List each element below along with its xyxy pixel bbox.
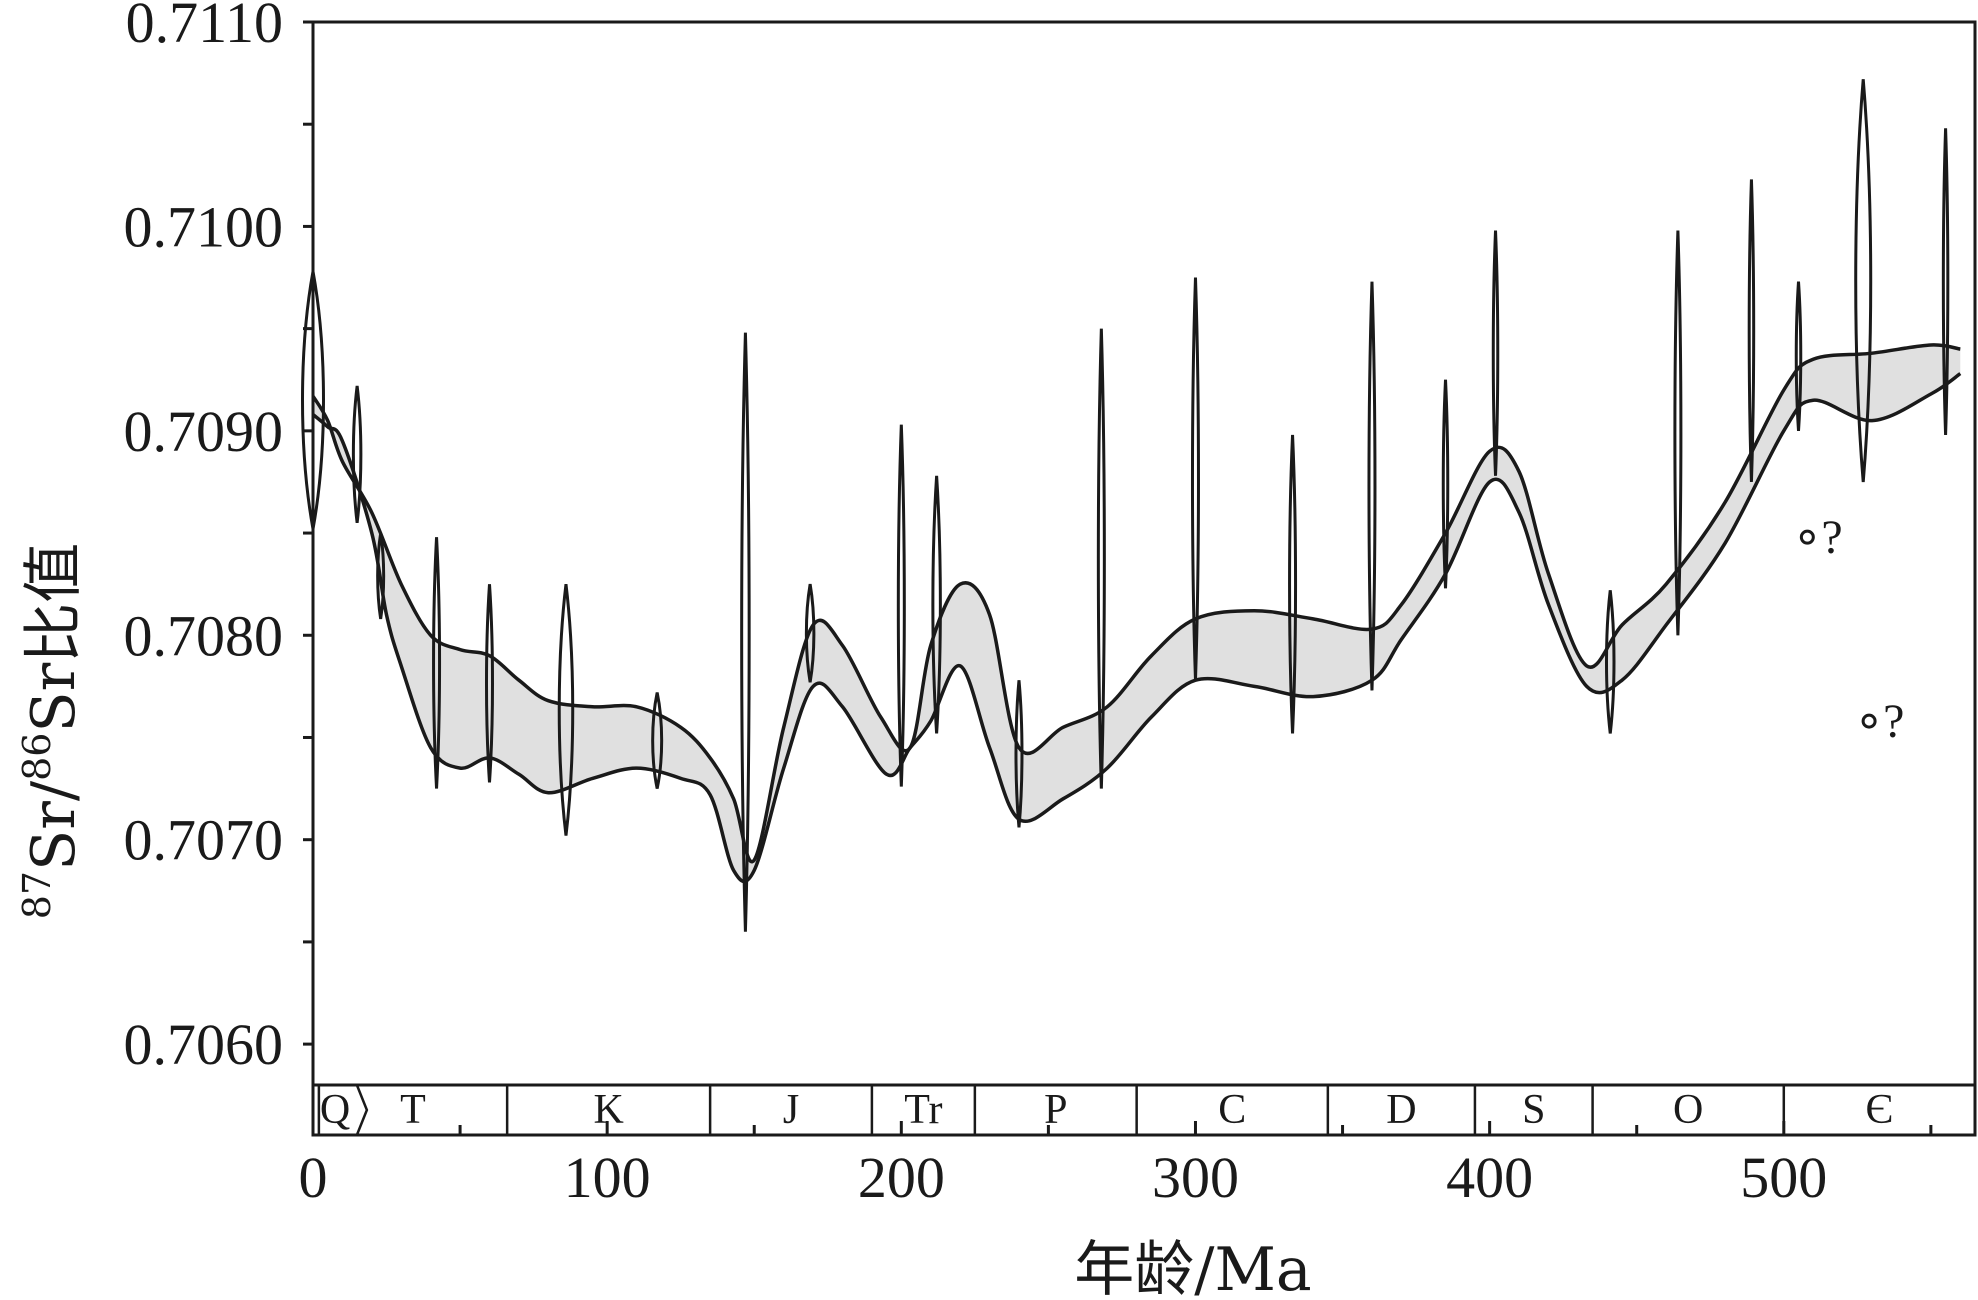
spike-3	[432, 537, 442, 789]
question-label-0: ?	[1821, 511, 1842, 564]
period-q-marker	[355, 1084, 369, 1136]
y-tick-label-0.7110: 0.7110	[126, 0, 283, 55]
spike-22	[1854, 79, 1873, 483]
period-label-P: P	[1044, 1087, 1067, 1133]
spike-13	[1190, 277, 1200, 681]
y-axis-title-part1: Sr/	[19, 780, 89, 871]
x-tick-label-500: 500	[1740, 1145, 1827, 1210]
y-tick-label-0.7080: 0.7080	[124, 603, 284, 668]
y-tick-label-0.7070: 0.7070	[124, 808, 284, 873]
spike-20	[1747, 179, 1756, 483]
spike-4	[485, 584, 494, 783]
y-axis-title-part2: Sr比值	[19, 543, 89, 733]
question-point-0	[1799, 529, 1815, 545]
sample-spikes	[301, 79, 1950, 932]
isotope-band	[311, 343, 1962, 884]
y-axis-title-sup2: 86	[15, 733, 59, 781]
period-label-Tr: Tr	[904, 1087, 942, 1133]
geologic-period-bar: Q T K J Tr P C D S O Є	[317, 1084, 1894, 1136]
x-tick-label-100: 100	[564, 1145, 651, 1210]
y-axis-title-sup1: 87	[15, 871, 59, 919]
frame-rect	[311, 20, 1977, 1137]
y-tick-label-0.7060: 0.7060	[124, 1012, 284, 1077]
period-label-Q: Q	[320, 1087, 350, 1133]
spike-12	[1096, 328, 1106, 789]
spike-6	[651, 692, 664, 789]
spike-14	[1288, 434, 1298, 734]
spike-16	[1441, 379, 1450, 589]
x-axis-title: 年龄/Ma	[1074, 1235, 1311, 1300]
period-label-S: S	[1522, 1087, 1545, 1133]
period-label-C: C	[1218, 1087, 1246, 1133]
svg-text:87Sr/86Sr比值: 87Sr/86Sr比值	[15, 543, 89, 920]
x-tick-label-400: 400	[1446, 1145, 1533, 1210]
question-point-1	[1861, 713, 1877, 729]
period-label-Є: Є	[1866, 1087, 1894, 1133]
spike-8	[804, 583, 816, 683]
spike-2	[376, 532, 386, 620]
x-tick-label-200: 200	[858, 1145, 945, 1210]
period-label-D: D	[1386, 1087, 1416, 1133]
question-label-1: ?	[1883, 695, 1904, 748]
spike-1	[351, 385, 363, 524]
band-lower-line	[311, 372, 1962, 884]
spike-19	[1673, 230, 1683, 636]
y-tick-label-0.7100: 0.7100	[124, 194, 284, 259]
spike-17	[1491, 230, 1500, 476]
x-tick-label-0: 0	[299, 1145, 328, 1210]
spike-7	[740, 332, 751, 932]
spike-23	[1941, 128, 1950, 435]
x-tick-label-300: 300	[1152, 1145, 1239, 1210]
period-label-O: O	[1673, 1087, 1703, 1133]
period-label-T: T	[400, 1087, 426, 1133]
band-fill	[313, 344, 1961, 882]
axis-ticks: 0 100 200 300 400 500 0.7060 0.7070 0.7080 0.7090…	[124, 0, 1933, 1210]
spike-10	[931, 475, 942, 734]
y-axis-title: 87Sr/86Sr比值	[15, 543, 89, 920]
period-label-J: J	[783, 1087, 799, 1133]
y-tick-label-0.7090: 0.7090	[124, 399, 284, 464]
question-points: ??	[1799, 511, 1904, 748]
spike-11	[1014, 680, 1024, 828]
plot-frame	[311, 20, 1977, 1137]
spike-9	[896, 424, 906, 787]
spike-18	[1604, 590, 1616, 734]
spike-15	[1367, 281, 1377, 691]
spike-5	[557, 583, 575, 836]
spike-21	[1794, 281, 1803, 431]
